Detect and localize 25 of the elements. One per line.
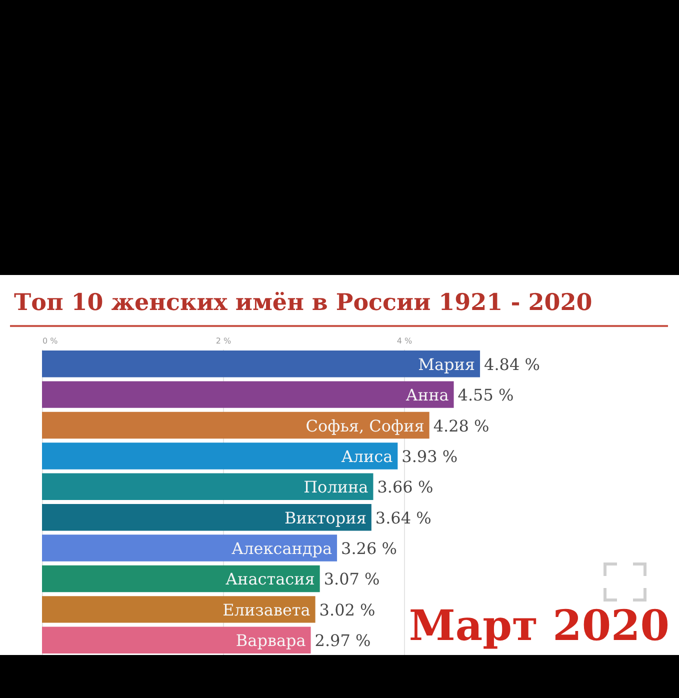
data-label: 2.97 %	[314, 631, 371, 650]
data-label: 3.02 %	[319, 600, 376, 620]
y-tick-label: Александра	[231, 539, 332, 558]
data-label: 3.07 %	[324, 570, 380, 589]
y-tick-label: Варвара	[236, 631, 306, 650]
data-label: 4.55 %	[458, 386, 514, 405]
x-tick-label: 4 %	[396, 336, 413, 346]
data-label: 4.28 %	[433, 416, 490, 436]
y-tick-label: Софья, София	[306, 416, 424, 436]
data-label: 3.64 %	[375, 508, 432, 528]
y-tick-label: Елизавета	[222, 600, 311, 620]
y-tick-label: Полина	[304, 478, 369, 497]
data-label: 3.93 %	[402, 446, 458, 466]
y-tick-label: Мария	[418, 354, 476, 374]
y-tick-label: Анастасия	[225, 570, 315, 589]
chart-title: Топ 10 женских имён в России 1921 - 2020	[14, 289, 592, 316]
y-tick-label: Анна	[406, 386, 450, 405]
annotation: Март 2020	[408, 601, 670, 650]
x-tick-label: 0 %	[42, 336, 58, 346]
data-label: 3.26 %	[341, 539, 397, 558]
y-tick-label: Алиса	[341, 446, 394, 466]
x-tick-label: 2 %	[216, 336, 232, 346]
data-label: 3.66 %	[377, 478, 434, 497]
y-tick-label: Виктория	[284, 508, 366, 528]
data-label: 4.84 %	[484, 354, 540, 374]
